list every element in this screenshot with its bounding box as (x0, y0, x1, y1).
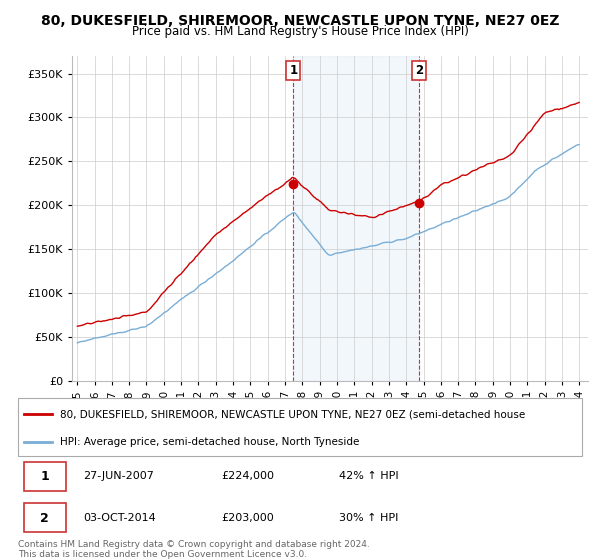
Text: £203,000: £203,000 (221, 513, 274, 523)
Text: 1: 1 (289, 64, 298, 77)
Text: 27-JUN-2007: 27-JUN-2007 (83, 472, 154, 482)
FancyBboxPatch shape (23, 503, 66, 532)
Text: 03-OCT-2014: 03-OCT-2014 (83, 513, 155, 523)
Text: Contains HM Land Registry data © Crown copyright and database right 2024.
This d: Contains HM Land Registry data © Crown c… (18, 540, 370, 559)
Text: £224,000: £224,000 (221, 472, 274, 482)
Text: 2: 2 (40, 511, 49, 525)
Bar (293, 56, 419, 381)
FancyBboxPatch shape (18, 398, 582, 456)
Text: Price paid vs. HM Land Registry's House Price Index (HPI): Price paid vs. HM Land Registry's House … (131, 25, 469, 38)
Text: 80, DUKESFIELD, SHIREMOOR, NEWCASTLE UPON TYNE, NE27 0EZ: 80, DUKESFIELD, SHIREMOOR, NEWCASTLE UPO… (41, 14, 559, 28)
Text: 30% ↑ HPI: 30% ↑ HPI (340, 513, 399, 523)
Text: 1: 1 (40, 470, 49, 483)
Text: 2: 2 (415, 64, 423, 77)
Text: HPI: Average price, semi-detached house, North Tyneside: HPI: Average price, semi-detached house,… (60, 437, 359, 447)
Text: 80, DUKESFIELD, SHIREMOOR, NEWCASTLE UPON TYNE, NE27 0EZ (semi-detached house: 80, DUKESFIELD, SHIREMOOR, NEWCASTLE UPO… (60, 409, 526, 419)
FancyBboxPatch shape (23, 461, 66, 491)
Text: 42% ↑ HPI: 42% ↑ HPI (340, 472, 399, 482)
